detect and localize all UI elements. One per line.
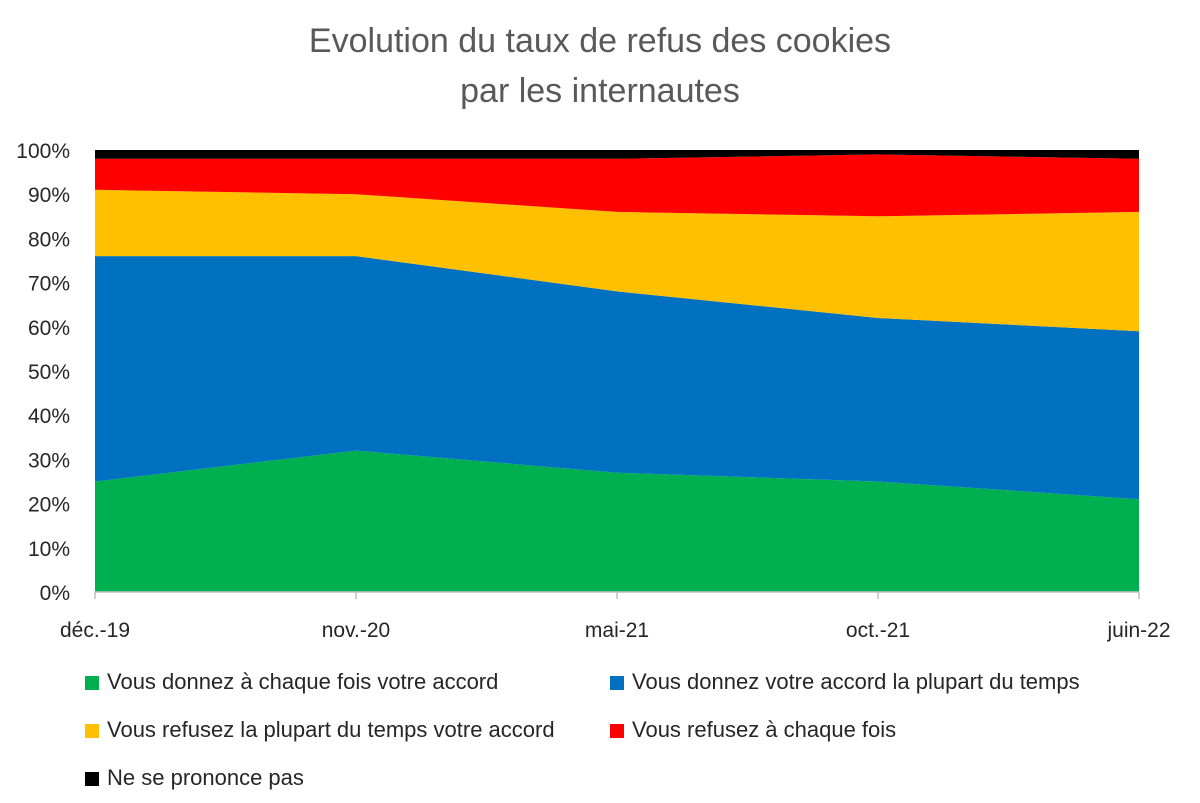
- y-tick-label: 60%: [28, 317, 70, 340]
- y-tick-label: 100%: [16, 140, 70, 163]
- y-tick-label: 90%: [28, 184, 70, 207]
- legend-label: Vous refusez à chaque fois: [632, 717, 896, 742]
- legend-label: Ne se prononce pas: [107, 765, 304, 790]
- legend-label: Vous donnez votre accord la plupart du t…: [632, 669, 1080, 694]
- y-tick-label: 10%: [28, 538, 70, 561]
- axes: 0% 10% 20% 30% 40% 50% 60% 70% 80% 90% 100% déc.-19…: [16, 140, 1170, 642]
- legend-swatch: [85, 676, 99, 690]
- x-tick-label: oct.-21: [846, 619, 910, 642]
- area-series-1: [95, 256, 1139, 500]
- area-series-4: [95, 150, 1139, 159]
- legend-swatch: [85, 772, 99, 786]
- y-tick-label: 50%: [28, 361, 70, 384]
- x-tick-label: juin-22: [1106, 619, 1170, 642]
- x-tick-label: mai-21: [585, 619, 649, 642]
- legend-swatch: [85, 724, 99, 738]
- legend: Vous donnez à chaque fois votre accord Vo…: [85, 669, 1080, 790]
- y-tick-label: 40%: [28, 405, 70, 428]
- area-layers: [95, 150, 1139, 592]
- y-tick-label: 0%: [40, 582, 70, 605]
- legend-swatch: [610, 724, 624, 738]
- chart-title-line-2: par les internautes: [460, 72, 740, 110]
- area-series-2: [95, 189, 1139, 332]
- legend-swatch: [610, 676, 624, 690]
- area-series-3: [95, 154, 1139, 217]
- y-tick-label: 70%: [28, 273, 70, 296]
- y-tick-label: 30%: [28, 449, 70, 472]
- x-tick-label: nov.-20: [322, 619, 391, 642]
- legend-label: Vous refusez la plupart du temps votre a…: [107, 717, 555, 742]
- legend-label: Vous donnez à chaque fois votre accord: [107, 669, 498, 694]
- y-tick-label: 80%: [28, 228, 70, 251]
- chart-title-line-1: Evolution du taux de refus des cookies: [309, 22, 891, 60]
- x-tick-label: déc.-19: [60, 619, 130, 642]
- area-series-0: [95, 450, 1139, 592]
- y-tick-label: 20%: [28, 494, 70, 517]
